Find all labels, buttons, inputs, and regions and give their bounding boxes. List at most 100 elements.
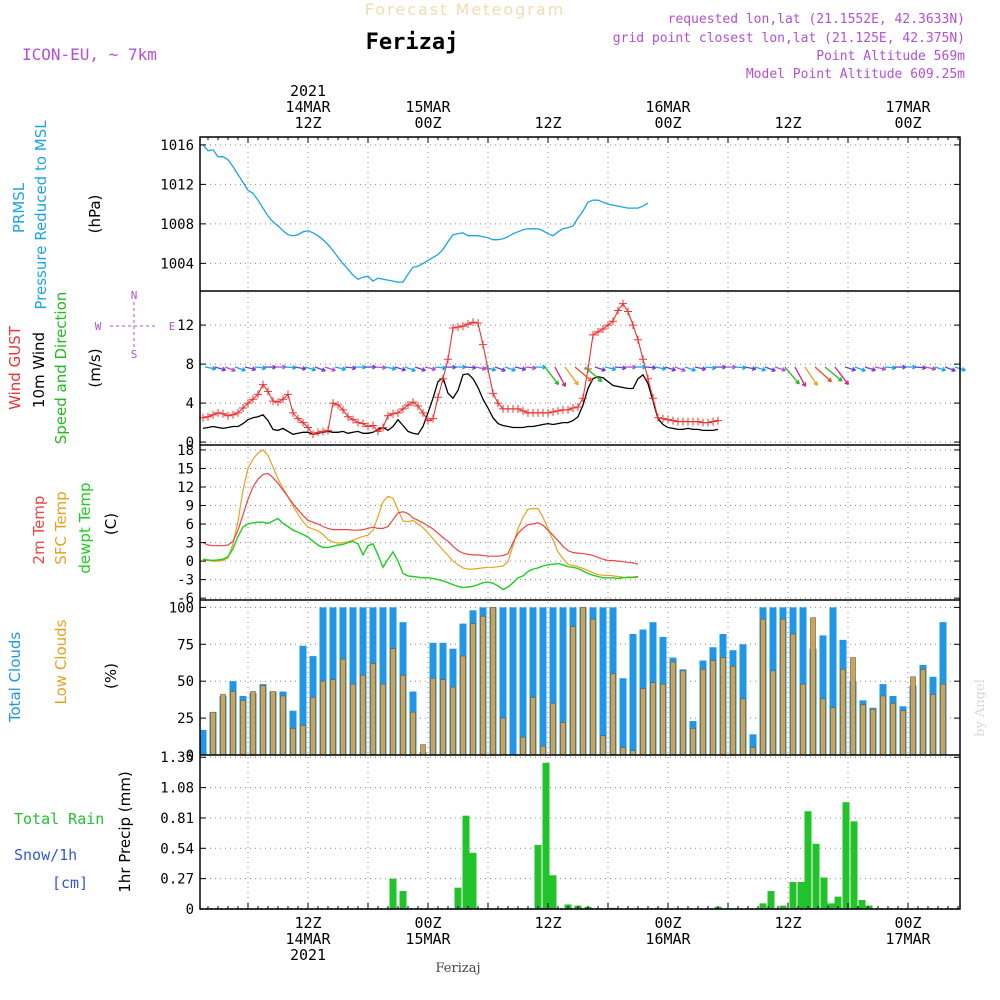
gust-marker xyxy=(254,390,262,399)
wind-direction-arrow xyxy=(414,366,426,372)
compass-s: S xyxy=(131,348,138,361)
gust-marker xyxy=(394,408,402,417)
pressure-series-0-line xyxy=(202,144,649,283)
wind-direction-arrowhead xyxy=(431,366,437,372)
rain-bar xyxy=(804,811,812,909)
total-clouds-bar xyxy=(199,729,207,755)
clouds-ytick-label: 75 xyxy=(177,637,194,653)
precip-ytick-label: 0.54 xyxy=(160,841,194,857)
bottom-time-label: 00Z xyxy=(414,914,441,932)
low-clouds-bar xyxy=(900,710,906,756)
clouds-ytick-label: 25 xyxy=(177,711,194,727)
rain-bar xyxy=(542,762,550,909)
gust-marker xyxy=(264,387,272,396)
wind-direction-arrowhead xyxy=(221,366,227,372)
gust-marker xyxy=(659,414,667,423)
wind-direction-arrow xyxy=(244,366,256,371)
gust-marker xyxy=(564,405,572,414)
gust-marker xyxy=(339,405,347,414)
wind-direction-arrowhead xyxy=(574,380,579,386)
rain-bar xyxy=(797,882,805,909)
clouds-unit: (%) xyxy=(102,663,120,689)
wind-direction-arrow xyxy=(794,366,807,387)
wind-direction-arrowhead xyxy=(871,367,876,372)
top-time-label: 12Z xyxy=(774,114,801,132)
bottom-time-label: 00Z xyxy=(654,914,681,932)
wind-direction-arrow xyxy=(944,366,956,372)
wind-direction-arrowhead xyxy=(261,365,267,371)
wind-direction-arrowhead xyxy=(321,367,326,373)
low-clouds-bar xyxy=(850,657,856,756)
low-clouds-bar xyxy=(490,607,496,756)
gust-marker xyxy=(434,393,442,402)
gust-marker xyxy=(374,427,382,436)
gust-marker xyxy=(639,355,647,364)
total-clouds-bar xyxy=(539,607,547,755)
wind-direction-arrow xyxy=(664,366,676,371)
wind-direction-arrowhead xyxy=(851,366,856,372)
wind-direction-arrowhead xyxy=(691,367,696,372)
gust-marker xyxy=(669,416,677,425)
wind-direction-arrow xyxy=(764,366,776,372)
gust-marker xyxy=(294,414,302,423)
total-clouds-bar xyxy=(559,607,567,755)
rain-bar xyxy=(454,887,462,909)
wind-direction-arrow xyxy=(474,366,486,370)
wind-direction-arrow xyxy=(704,366,717,369)
wind-direction-arrow xyxy=(914,366,927,369)
wind-direction-arrow xyxy=(754,366,766,371)
gust-marker xyxy=(654,413,662,422)
wind-direction-arrow xyxy=(334,366,346,371)
wind-direction-arrow xyxy=(654,366,666,370)
low-clouds-bar xyxy=(580,607,586,756)
wind-direction-arrowhead xyxy=(892,365,897,371)
gust-marker xyxy=(229,410,237,419)
top-time-label: 17MAR xyxy=(885,98,931,116)
total-clouds-bar xyxy=(529,607,537,755)
low-clouds-bar xyxy=(840,669,846,756)
wind-direction-arrow xyxy=(734,366,747,369)
low-clouds-bar xyxy=(540,745,546,756)
low-clouds-bar xyxy=(380,683,386,756)
low-clouds-bar xyxy=(410,711,416,756)
gust-marker xyxy=(429,414,437,423)
wind-direction-arrowhead xyxy=(611,366,617,372)
temp-unit: (C) xyxy=(102,513,120,535)
wind-direction-arrowhead xyxy=(401,366,406,372)
gust-marker xyxy=(324,426,332,435)
wind-direction-arrow xyxy=(674,366,686,372)
low-clouds-bar xyxy=(430,677,436,756)
point-altitude: Point Altitude 569m xyxy=(816,49,965,64)
low-clouds-bar xyxy=(500,717,506,756)
wind-direction-arrowhead xyxy=(341,366,347,372)
gust-marker xyxy=(414,402,422,411)
total-rain-label: Total Rain xyxy=(14,810,104,828)
wind-ytick-label: 8 xyxy=(186,357,194,373)
wind-series-0-line xyxy=(202,302,719,435)
gust-marker xyxy=(704,418,712,427)
low-clouds-bar xyxy=(570,626,576,756)
wind-direction-arrow xyxy=(494,366,506,372)
temp-sfc-label: SFC Temp xyxy=(52,491,70,564)
gust-marker xyxy=(279,395,287,404)
low-clouds-bar xyxy=(560,722,566,756)
low-clouds-bar xyxy=(680,670,686,756)
low-clouds-bar xyxy=(880,695,886,756)
wind-direction-arrow xyxy=(254,366,267,369)
wind-direction-arrow xyxy=(584,366,603,382)
temperature-ytick-label: 3 xyxy=(186,536,194,552)
low-clouds-bar xyxy=(320,680,326,756)
wind-direction-arrow xyxy=(384,366,396,370)
top-time-label: 2021 xyxy=(290,82,326,100)
gust-marker xyxy=(274,398,282,407)
low-clouds-bar xyxy=(720,657,726,756)
total-clouds-bar xyxy=(749,734,757,755)
wind-direction-arrowhead xyxy=(531,365,537,371)
top-time-label: 00Z xyxy=(894,114,921,132)
wind-direction-arrowhead xyxy=(671,366,676,372)
gust-marker xyxy=(249,395,257,404)
pressure-ytick-label: 1004 xyxy=(160,256,194,272)
wind-direction-arrow xyxy=(844,366,856,371)
low-clouds-bar xyxy=(310,697,316,756)
